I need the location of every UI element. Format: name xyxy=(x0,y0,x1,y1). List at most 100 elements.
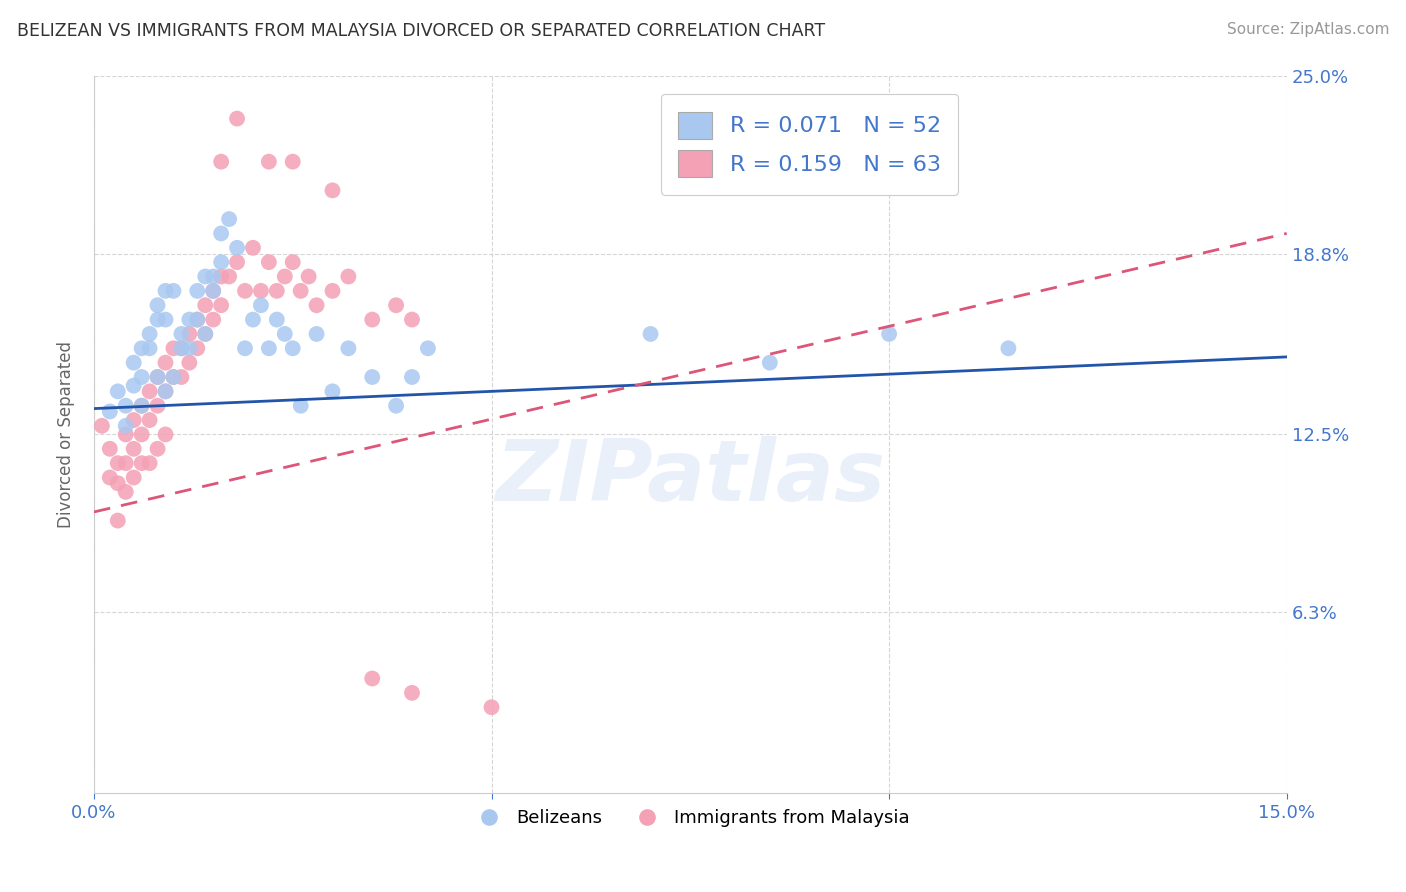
Point xyxy=(361,672,384,686)
Point xyxy=(138,456,160,470)
Point xyxy=(202,284,225,298)
Point xyxy=(226,112,249,126)
Point xyxy=(257,255,280,269)
Point xyxy=(186,312,208,326)
Point xyxy=(114,418,136,433)
Point xyxy=(179,341,201,355)
Point xyxy=(209,154,232,169)
Point xyxy=(361,312,384,326)
Point xyxy=(122,470,145,484)
Point xyxy=(194,326,217,341)
Point xyxy=(146,370,169,384)
Point xyxy=(107,476,129,491)
Point xyxy=(202,269,225,284)
Point xyxy=(416,341,439,355)
Point xyxy=(162,341,184,355)
Point xyxy=(170,326,193,341)
Point xyxy=(218,212,240,227)
Point xyxy=(226,241,249,255)
Point xyxy=(146,298,169,312)
Point xyxy=(257,154,280,169)
Point xyxy=(233,341,256,355)
Point xyxy=(321,284,343,298)
Point xyxy=(209,269,232,284)
Point xyxy=(122,356,145,370)
Point xyxy=(274,326,297,341)
Point xyxy=(233,284,256,298)
Point xyxy=(274,269,297,284)
Point xyxy=(186,284,208,298)
Point xyxy=(138,384,160,399)
Y-axis label: Divorced or Separated: Divorced or Separated xyxy=(58,341,75,528)
Point xyxy=(385,298,408,312)
Point xyxy=(162,284,184,298)
Point xyxy=(170,341,193,355)
Point xyxy=(242,312,264,326)
Text: BELIZEAN VS IMMIGRANTS FROM MALAYSIA DIVORCED OR SEPARATED CORRELATION CHART: BELIZEAN VS IMMIGRANTS FROM MALAYSIA DIV… xyxy=(17,22,825,40)
Point xyxy=(155,356,177,370)
Point xyxy=(321,384,343,399)
Point xyxy=(155,384,177,399)
Point xyxy=(114,456,136,470)
Point xyxy=(209,298,232,312)
Point xyxy=(202,312,225,326)
Point xyxy=(226,255,249,269)
Point xyxy=(401,370,423,384)
Point xyxy=(179,356,201,370)
Point xyxy=(481,700,503,714)
Point xyxy=(321,183,343,197)
Point xyxy=(170,370,193,384)
Point xyxy=(298,269,321,284)
Point xyxy=(138,326,160,341)
Point xyxy=(194,298,217,312)
Point xyxy=(131,370,153,384)
Point xyxy=(162,370,184,384)
Point xyxy=(281,154,304,169)
Point xyxy=(122,413,145,427)
Point xyxy=(305,326,328,341)
Point xyxy=(305,298,328,312)
Point xyxy=(98,442,121,456)
Point xyxy=(242,241,264,255)
Point xyxy=(179,326,201,341)
Point xyxy=(759,356,782,370)
Point xyxy=(209,255,232,269)
Text: ZIPatlas: ZIPatlas xyxy=(495,436,886,519)
Point xyxy=(266,312,288,326)
Point xyxy=(385,399,408,413)
Point xyxy=(179,312,201,326)
Point xyxy=(218,269,240,284)
Point xyxy=(170,341,193,355)
Point xyxy=(131,399,153,413)
Point xyxy=(194,326,217,341)
Point xyxy=(337,269,360,284)
Point xyxy=(257,341,280,355)
Point xyxy=(877,326,900,341)
Point xyxy=(122,442,145,456)
Legend: Belizeans, Immigrants from Malaysia: Belizeans, Immigrants from Malaysia xyxy=(464,802,917,835)
Point xyxy=(114,399,136,413)
Text: Source: ZipAtlas.com: Source: ZipAtlas.com xyxy=(1226,22,1389,37)
Point xyxy=(131,341,153,355)
Point xyxy=(250,284,273,298)
Point xyxy=(138,341,160,355)
Point xyxy=(98,470,121,484)
Point xyxy=(997,341,1019,355)
Point xyxy=(186,312,208,326)
Point xyxy=(107,456,129,470)
Point xyxy=(194,269,217,284)
Point xyxy=(337,341,360,355)
Point xyxy=(146,442,169,456)
Point xyxy=(290,399,312,413)
Point xyxy=(131,427,153,442)
Point xyxy=(155,284,177,298)
Point xyxy=(114,484,136,499)
Point xyxy=(186,341,208,355)
Point xyxy=(146,312,169,326)
Point xyxy=(146,370,169,384)
Point xyxy=(155,312,177,326)
Point xyxy=(162,370,184,384)
Point xyxy=(281,255,304,269)
Point xyxy=(114,427,136,442)
Point xyxy=(266,284,288,298)
